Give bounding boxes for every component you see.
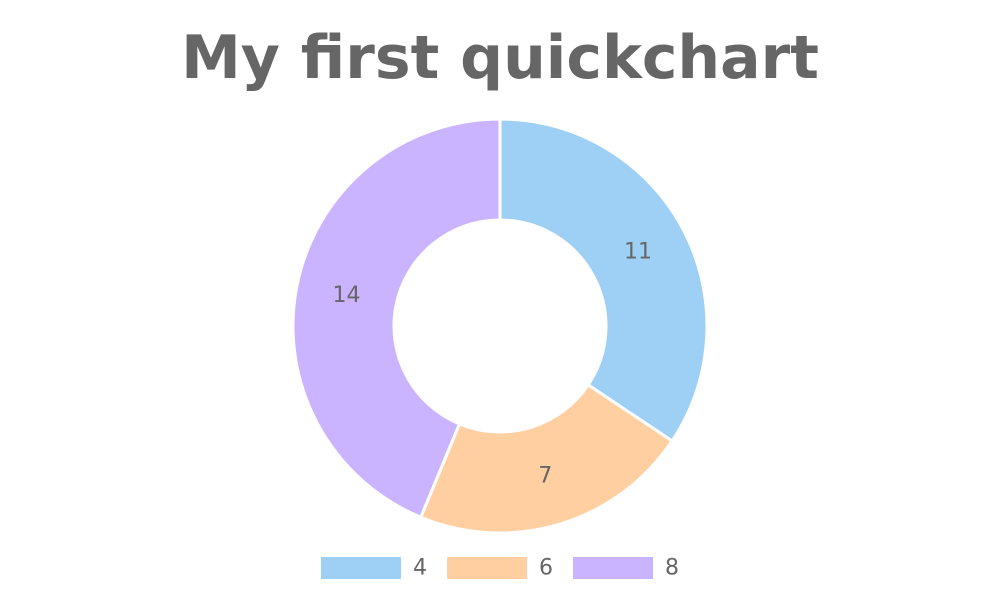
slice-4[interactable] [498,117,709,444]
legend-label: 6 [539,556,553,581]
slice-value-label: 14 [333,283,361,308]
legend: 4 6 8 [321,556,679,581]
legend-swatch [447,557,527,579]
legend-swatch [321,557,401,579]
legend-item-6[interactable]: 6 [447,556,553,581]
chart-title: My first quickchart [181,23,819,93]
legend-label: 8 [665,556,679,581]
slices-group [291,117,709,535]
slice-value-label: 7 [538,463,552,488]
legend-swatch [573,557,653,579]
legend-item-4[interactable]: 4 [321,556,427,581]
legend-label: 4 [413,556,427,581]
legend-item-8[interactable]: 8 [573,556,679,581]
slice-value-label: 11 [624,240,652,265]
slice-6[interactable] [418,382,675,535]
slice-8[interactable] [291,117,502,520]
slice-labels-group: 11 7 14 [333,240,653,489]
